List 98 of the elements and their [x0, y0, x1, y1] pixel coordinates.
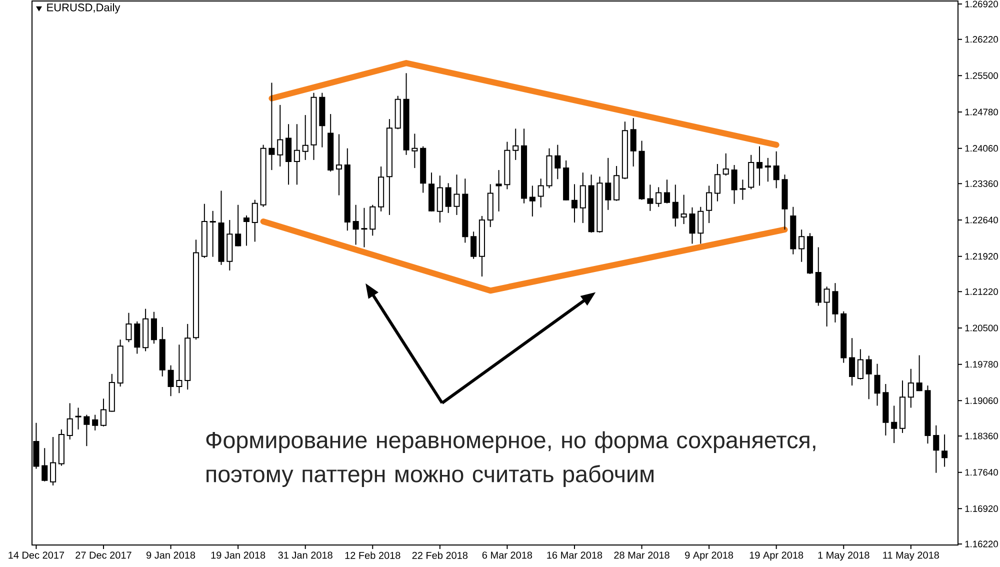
y-tick-label: 1.20500: [965, 324, 998, 332]
y-tick-label: 1.21920: [965, 253, 998, 260]
y-tick-label: 1.16920: [965, 505, 998, 512]
candlestick: [630, 118, 636, 168]
candlestick: [942, 434, 948, 468]
candlestick: [243, 214, 250, 246]
candlestick: [436, 175, 443, 224]
candlestick: [134, 320, 140, 354]
candlestick: [538, 178, 544, 208]
x-tick-label: 28 Mar 2018: [614, 552, 670, 559]
x-tick-label: 27 Dec 2017: [76, 552, 132, 559]
y-tick-label: 1.18360: [965, 432, 998, 440]
x-tick-label: 12 Feb 2018: [345, 552, 400, 559]
y-tick-label: 1.21220: [965, 288, 998, 295]
candlestick: [647, 184, 654, 212]
candlestick: [580, 172, 586, 224]
candlestick: [92, 414, 98, 431]
candlestick: [42, 448, 48, 482]
candlestick: [252, 199, 258, 242]
y-tick-label: 1.22640: [965, 216, 998, 224]
candlestick: [680, 194, 687, 225]
candlestick: [656, 186, 662, 208]
candlestick: [866, 355, 872, 400]
x-tick-label: 31 Jan 2018: [278, 552, 332, 559]
candlestick: [277, 104, 284, 168]
candlestick: [773, 150, 780, 189]
candlestick: [706, 185, 712, 224]
candlestick: [100, 398, 107, 427]
candlestick: [150, 311, 157, 344]
candlestick: [454, 174, 460, 216]
candlestick: [66, 402, 73, 440]
chart-title: EURUSD,Daily: [47, 3, 120, 14]
y-tick-label: 1.25500: [965, 72, 998, 79]
candlestick: [470, 231, 477, 260]
candlestick: [714, 163, 720, 202]
candlestick: [361, 207, 368, 248]
x-tick-label: 22 Feb 2018: [412, 552, 468, 559]
candlestick: [916, 354, 922, 392]
candlestick: [764, 157, 771, 182]
candlestick: [731, 164, 738, 204]
candlestick: [75, 407, 82, 430]
x-tick-label: 6 Mar 2018: [482, 552, 532, 559]
candlestick: [126, 312, 132, 343]
candlestick: [370, 204, 376, 236]
candlestick: [798, 229, 805, 262]
y-tick-label: 1.26920: [965, 0, 998, 8]
candlestick: [168, 364, 174, 397]
candlestick: [210, 210, 216, 258]
candlestick: [84, 414, 90, 447]
candlestick: [554, 144, 561, 180]
candlestick: [445, 182, 452, 214]
candlestick: [336, 134, 342, 196]
candlestick: [50, 436, 56, 486]
x-tick-label: 14 Dec 2017: [8, 552, 64, 559]
x-tick-label: 1 May 2018: [818, 552, 870, 561]
candlestick: [832, 282, 838, 323]
x-tick-label: 9 Apr 2018: [685, 552, 734, 561]
candlestick: [268, 82, 275, 171]
candlestick: [849, 338, 856, 386]
candlestick: [605, 157, 612, 210]
x-tick-label: 9 Jan 2018: [146, 552, 196, 559]
candlestick: [891, 405, 898, 444]
x-tick-label: 16 Mar 2018: [547, 552, 602, 559]
candlestick: [496, 170, 502, 212]
y-tick-label: 1.26220: [965, 36, 998, 43]
candlestick: [672, 184, 678, 228]
candlestick: [176, 344, 182, 394]
candlestick: [756, 146, 763, 186]
y-tick-label: 1.16220: [965, 540, 998, 548]
candlestick: [908, 368, 914, 408]
candlestick: [874, 363, 880, 406]
y-tick-label: 1.24780: [965, 108, 998, 116]
x-tick-label: 19 Apr 2018: [750, 552, 804, 561]
y-tick-label: 1.19780: [965, 361, 998, 368]
candlestick: [412, 133, 418, 169]
y-tick-label: 1.24060: [965, 145, 998, 152]
candlestick: [302, 114, 308, 160]
x-tick-label: 19 Jan 2018: [211, 552, 266, 559]
y-tick-label: 1.19060: [965, 397, 998, 404]
y-tick-label: 1.17640: [965, 469, 998, 476]
annotation: Формирование неравномерное, но форма сохраняется, поэтому паттерн можно считать рабочим: [206, 431, 816, 487]
candlestick: [740, 179, 746, 200]
candlestick: [512, 128, 519, 160]
candlestick: [571, 184, 578, 224]
y-tick-label: 1.23360: [965, 180, 998, 187]
candlestick: [286, 124, 292, 186]
candlestick: [664, 179, 670, 204]
candlestick: [933, 424, 940, 474]
candlestick: [529, 185, 536, 217]
candlestick: [698, 206, 704, 244]
candlestick: [722, 152, 729, 176]
candlestick: [689, 206, 696, 244]
candlestick: [352, 204, 359, 246]
candlestick: [824, 286, 830, 327]
x-tick-label: 11 May 2018: [883, 552, 939, 561]
candlestick: [857, 348, 864, 380]
candlestick: [294, 124, 300, 186]
candlestick: [235, 204, 242, 247]
